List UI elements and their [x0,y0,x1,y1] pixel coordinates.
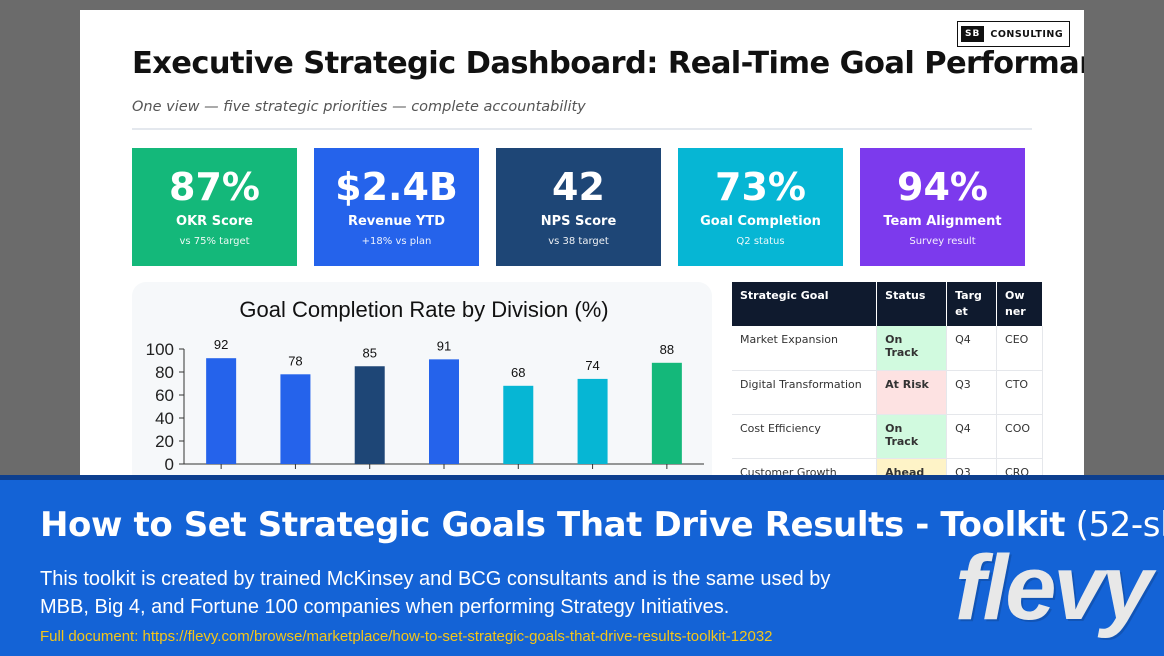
cell-owner: CTO [996,370,1043,415]
strategic-goals-table: Strategic Goal Status Targ et Ow ner Mar… [732,282,1043,480]
kpi-value: 94% [897,165,988,209]
kpi-value: 73% [715,165,806,209]
slide-title: Executive Strategic Dashboard: Real-Time… [132,46,1084,81]
kpi-card-nps: 42 NPS Score vs 38 target [496,148,661,266]
logo-mark: SB [961,26,985,42]
y-tick-label: 60 [155,386,174,405]
kpi-card-revenue: $2.4B Revenue YTD +18% vs plan [314,148,479,266]
bar [429,359,459,464]
kpi-subtext: vs 38 target [548,236,609,247]
kpi-value: 87% [169,165,260,209]
header-owner: Ow ner [996,282,1043,326]
slide: SB CONSULTING Executive Strategic Dashbo… [80,10,1084,480]
cell-goal: Digital Transformation [732,370,878,415]
cell-target: Q4 [946,414,998,459]
flevy-logo: flevy [955,537,1153,639]
banner-description: This toolkit is created by trained McKin… [40,568,831,618]
bar [354,366,385,464]
cell-status: On Track [876,326,948,371]
bar-value-label: 91 [437,338,451,353]
cell-owner: COO [996,414,1043,459]
table-row: Cost Efficiency On Track Q4 COO [732,414,1043,459]
bars: 92 78 85 91 68 74 88 [206,337,682,469]
kpi-subtext: vs 75% target [179,236,250,247]
promo-banner: How to Set Strategic Goals That Drive Re… [0,475,1164,656]
cell-owner: CEO [996,326,1043,371]
kpi-subtext: Q2 status [736,236,785,247]
chart-card: Goal Completion Rate by Division (%) 0 20… [132,282,712,480]
kpi-value: 42 [552,165,605,209]
kpi-label: NPS Score [540,214,617,229]
cell-status: On Track [876,414,948,459]
table-row: Digital Transformation At Risk Q3 CTO [732,370,1043,415]
kpi-subtext: Survey result [909,236,976,247]
company-logo: SB CONSULTING [957,21,1070,47]
kpi-label: Revenue YTD [347,214,446,229]
bar-value-label: 88 [660,342,674,357]
kpi-label: Team Alignment [883,214,1002,229]
bar-value-label: 68 [511,365,525,380]
kpi-subtext: +18% vs plan [361,236,432,247]
header-strategic-goal: Strategic Goal [732,282,878,326]
bar [503,385,534,464]
banner-title-rest: (52-slide PowerPoint presentation) [1075,505,1164,545]
cell-target: Q3 [946,370,998,415]
table-row: Market Expansion On Track Q4 CEO [732,326,1043,371]
y-tick-label: 40 [155,409,174,428]
chart-title: Goal Completion Rate by Division (%) [239,297,608,322]
y-tick-label: 20 [155,432,174,451]
y-tick-label: 100 [146,340,174,359]
kpi-label: Goal Completion [700,214,821,229]
cell-status: At Risk [876,370,948,415]
header-target: Targ et [946,282,998,326]
banner-title: How to Set Strategic Goals That Drive Re… [40,505,1164,545]
bar-value-label: 92 [214,337,228,352]
document-link[interactable]: Full document: https://flevy.com/browse/… [40,628,773,645]
table-header-row: Strategic Goal Status Targ et Ow ner [732,282,1043,326]
kpi-value: $2.4B [335,165,458,209]
bar-chart: Goal Completion Rate by Division (%) 0 20… [146,297,704,474]
cell-target: Q4 [946,326,998,371]
kpi-card-goal-completion: 73% Goal Completion Q2 status [678,148,843,266]
bar [577,378,608,464]
banner-title-bold: How to Set Strategic Goals That Drive Re… [40,505,1066,545]
table-row: Customer Growth Ahead Q3 CRO [732,458,1043,480]
cell-goal: Cost Efficiency [732,414,878,459]
bar-value-label: 85 [362,345,376,360]
kpi-card-okr: 87% OKR Score vs 75% target [132,148,297,266]
slide-subtitle: One view — five strategic priorities — c… [132,99,586,115]
title-divider [132,128,1032,130]
bar [206,358,237,464]
bar-value-label: 78 [288,353,302,368]
header-status: Status [876,282,948,326]
y-axis: 0 20 40 60 80 100 [146,340,704,474]
logo-text: CONSULTING [990,28,1064,40]
kpi-label: OKR Score [176,214,253,229]
y-tick-label: 0 [165,455,174,474]
y-tick-label: 80 [155,363,174,382]
cell-goal: Market Expansion [732,326,878,371]
bar-value-label: 74 [585,358,599,373]
kpi-card-team-alignment: 94% Team Alignment Survey result [860,148,1025,266]
bar [280,374,311,464]
bar [651,362,682,464]
